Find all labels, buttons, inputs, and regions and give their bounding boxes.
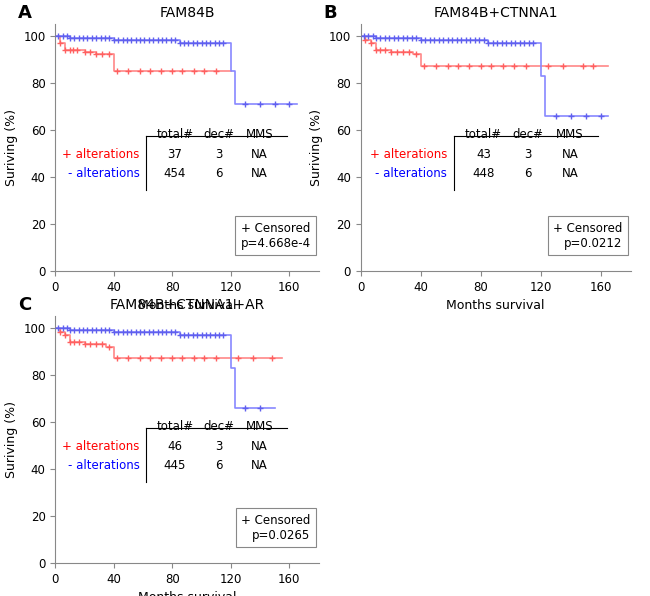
Text: 6: 6 — [525, 167, 532, 181]
Text: + Censored
p=4.668e-4: + Censored p=4.668e-4 — [240, 222, 311, 250]
X-axis label: Months survival: Months survival — [447, 299, 545, 312]
Text: C: C — [18, 296, 32, 314]
Text: NA: NA — [251, 440, 268, 452]
Y-axis label: Suriving (%): Suriving (%) — [5, 109, 18, 186]
Text: dec#: dec# — [203, 420, 234, 433]
Text: 454: 454 — [164, 167, 186, 181]
Text: + alterations: + alterations — [62, 440, 140, 452]
Text: NA: NA — [562, 167, 578, 181]
Text: + alterations: + alterations — [62, 148, 140, 160]
Text: 46: 46 — [168, 440, 183, 452]
Y-axis label: Suriving (%): Suriving (%) — [310, 109, 323, 186]
Text: MMS: MMS — [246, 128, 273, 141]
Title: FAM84B+CTNNA1+AR: FAM84B+CTNNA1+AR — [109, 298, 265, 312]
Title: FAM84B+CTNNA1: FAM84B+CTNNA1 — [434, 6, 558, 20]
Text: 3: 3 — [525, 148, 532, 160]
Text: B: B — [323, 4, 337, 22]
Text: + Censored
p=0.0212: + Censored p=0.0212 — [553, 222, 623, 250]
Text: - alterations: - alterations — [375, 167, 447, 181]
Text: total#: total# — [465, 128, 502, 141]
Text: NA: NA — [251, 148, 268, 160]
Text: + Censored
p=0.0265: + Censored p=0.0265 — [241, 514, 311, 542]
Text: 3: 3 — [214, 148, 222, 160]
Title: FAM84B: FAM84B — [159, 6, 214, 20]
Text: + alterations: + alterations — [370, 148, 447, 160]
Text: 6: 6 — [214, 460, 222, 473]
Text: MMS: MMS — [246, 420, 273, 433]
Y-axis label: Suriving (%): Suriving (%) — [5, 401, 18, 478]
Text: NA: NA — [251, 167, 268, 181]
Text: 6: 6 — [214, 167, 222, 181]
X-axis label: Months survival: Months survival — [138, 299, 236, 312]
Text: total#: total# — [157, 420, 194, 433]
Text: NA: NA — [562, 148, 578, 160]
Text: MMS: MMS — [556, 128, 584, 141]
X-axis label: Months survival: Months survival — [138, 591, 236, 596]
Text: A: A — [18, 4, 32, 22]
Text: 445: 445 — [164, 460, 186, 473]
Text: dec#: dec# — [512, 128, 543, 141]
Text: NA: NA — [251, 460, 268, 473]
Text: - alterations: - alterations — [68, 167, 140, 181]
Text: 37: 37 — [168, 148, 183, 160]
Text: total#: total# — [157, 128, 194, 141]
Text: - alterations: - alterations — [68, 460, 140, 473]
Text: 448: 448 — [473, 167, 495, 181]
Text: dec#: dec# — [203, 128, 234, 141]
Text: 3: 3 — [214, 440, 222, 452]
Text: 43: 43 — [476, 148, 491, 160]
